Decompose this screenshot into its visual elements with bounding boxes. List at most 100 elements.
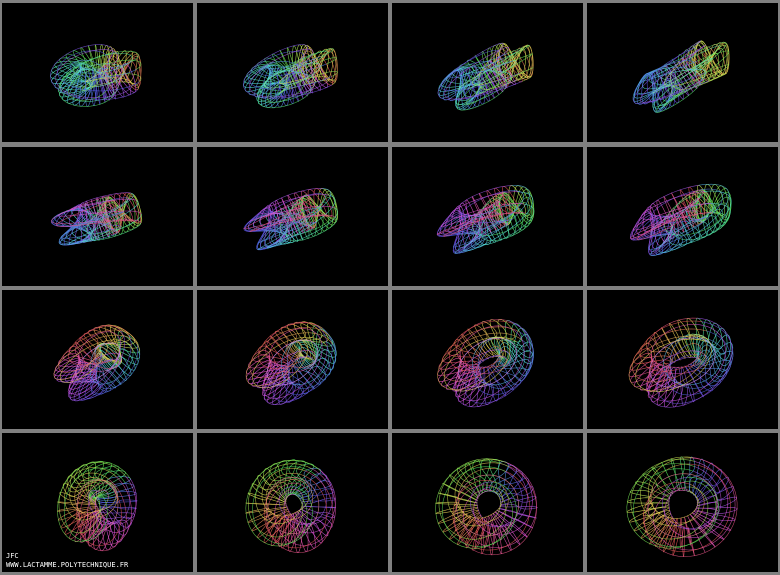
panel-background [2,433,193,572]
mesh-line [457,204,518,235]
mesh-line [629,189,713,239]
mesh-line [664,461,729,539]
mesh-line [55,49,132,98]
mesh-line [650,324,707,374]
mesh-line [457,44,530,111]
panel [197,147,388,286]
panel-background [587,147,778,286]
mesh-line [455,48,524,106]
panel [2,147,193,286]
mesh-line [279,207,338,245]
mesh-line [249,327,331,379]
mesh-line [640,320,702,372]
mesh-line [472,197,527,236]
mesh-line [245,460,322,547]
mesh-line [628,334,709,391]
mesh-line [460,190,512,223]
credit-url: WWW.LACTAMME.POLYTECHNIQUE.FR [6,561,129,569]
mesh-line [453,190,525,248]
mesh-line [471,336,526,386]
mesh-line [456,474,519,537]
mesh-line [437,42,523,101]
mesh-line [285,198,338,242]
panel [2,433,193,572]
mesh-line [440,326,520,382]
mesh-line [76,479,119,532]
mesh-line [440,200,524,227]
mesh-line [650,183,730,256]
mesh-line [268,328,317,373]
mesh-line [650,463,705,524]
mesh-line [266,470,334,553]
mesh-line [257,188,332,250]
mesh-line [266,339,319,386]
mesh-line [266,57,337,103]
mesh-line [463,191,534,252]
mesh-line [94,344,141,390]
mesh-line [68,325,129,366]
mesh-line [243,44,333,99]
mesh-line [269,59,318,85]
mesh-line [436,192,526,235]
mesh-line [79,197,127,227]
mesh-line [462,461,537,548]
mesh-line [74,477,118,518]
mesh-line [266,194,336,249]
mesh-line [85,63,133,87]
panel [392,290,583,429]
mesh-line [459,57,512,83]
mesh-line [69,59,137,82]
panel-background [587,290,778,429]
mesh-line [646,53,702,86]
panel [587,147,778,286]
mesh-line [440,50,521,92]
mesh-line [283,468,336,534]
mesh-line [59,192,134,246]
panel [587,433,778,572]
mesh-line [633,40,710,105]
mesh-line [284,471,334,525]
panel [587,290,778,429]
panel [392,433,583,572]
mesh-line [259,194,329,221]
mesh-line [441,466,517,547]
mesh-line [630,459,709,540]
panel-background [2,147,193,286]
mesh-line [74,342,121,383]
panel [392,147,583,286]
mesh-line [456,320,531,408]
mesh-line [447,459,504,527]
mesh-line [265,476,320,535]
mesh-line [272,328,333,403]
mesh-line [668,466,722,530]
mesh-line [438,458,508,540]
mesh-line [457,467,509,523]
mesh-line [458,337,517,388]
mesh-line [478,196,533,241]
mesh-line [274,468,336,546]
mesh-line [263,475,328,549]
mesh-line [454,463,537,556]
mesh-line [669,336,727,389]
mesh-line [90,344,139,395]
mesh-line [664,59,721,87]
panel-background [392,290,583,429]
mesh-line [475,66,534,96]
mesh-line [647,457,699,519]
mesh-line [63,467,126,541]
mesh-line [459,325,512,374]
mesh-line [455,53,508,87]
mesh-line [264,62,321,89]
mesh-line [69,472,117,514]
mesh-line [252,336,327,389]
mesh-line [249,197,330,232]
panel [2,3,193,142]
panel [197,290,388,429]
mesh-line [650,57,707,82]
mesh-line [257,48,334,109]
panels [2,3,778,572]
mesh-line [57,50,140,92]
panel-background [2,290,193,429]
mesh-line [663,334,721,386]
mesh-line [78,331,122,372]
